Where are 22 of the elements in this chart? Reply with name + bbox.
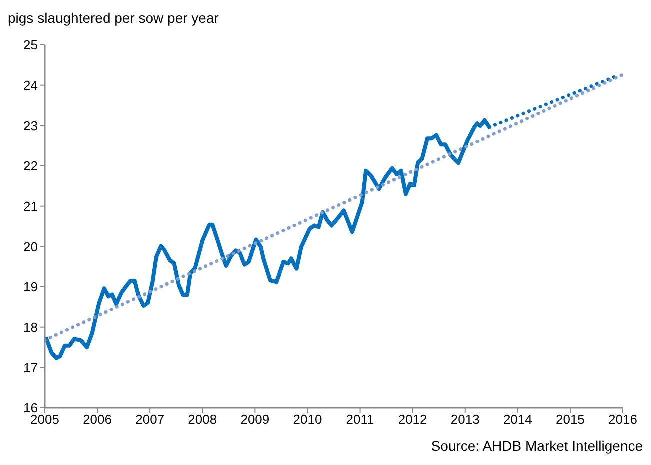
y-tick-label: 17 xyxy=(24,360,38,376)
x-tick-label: 2011 xyxy=(346,412,374,428)
source-note: Source: AHDB Market Intelligence xyxy=(431,438,643,454)
x-tick-label: 2012 xyxy=(398,412,428,428)
y-tick-label: 19 xyxy=(24,280,38,295)
x-tick-label: 2010 xyxy=(293,412,322,428)
y-tick-label: 21 xyxy=(24,198,38,214)
x-tick-label: 2009 xyxy=(240,412,270,428)
y-tick-label: 23 xyxy=(24,118,38,134)
x-tick-label: 2016 xyxy=(608,412,638,428)
x-tick-label: 2006 xyxy=(83,412,112,428)
x-tick-label: 2008 xyxy=(188,412,218,428)
y-tick-label: 25 xyxy=(24,38,38,53)
y-tick-label: 22 xyxy=(24,158,38,174)
y-tick-label: 18 xyxy=(24,320,38,335)
y-tick-label: 24 xyxy=(24,78,38,93)
x-tick-label: 2015 xyxy=(556,412,585,428)
y-axis-title: pigs slaughtered per sow per year xyxy=(8,10,219,26)
x-tick-label: 2014 xyxy=(503,412,532,428)
x-tick-label: 2013 xyxy=(450,412,480,428)
y-tick-label: 20 xyxy=(24,239,38,254)
x-tick-label: 2007 xyxy=(136,412,165,428)
